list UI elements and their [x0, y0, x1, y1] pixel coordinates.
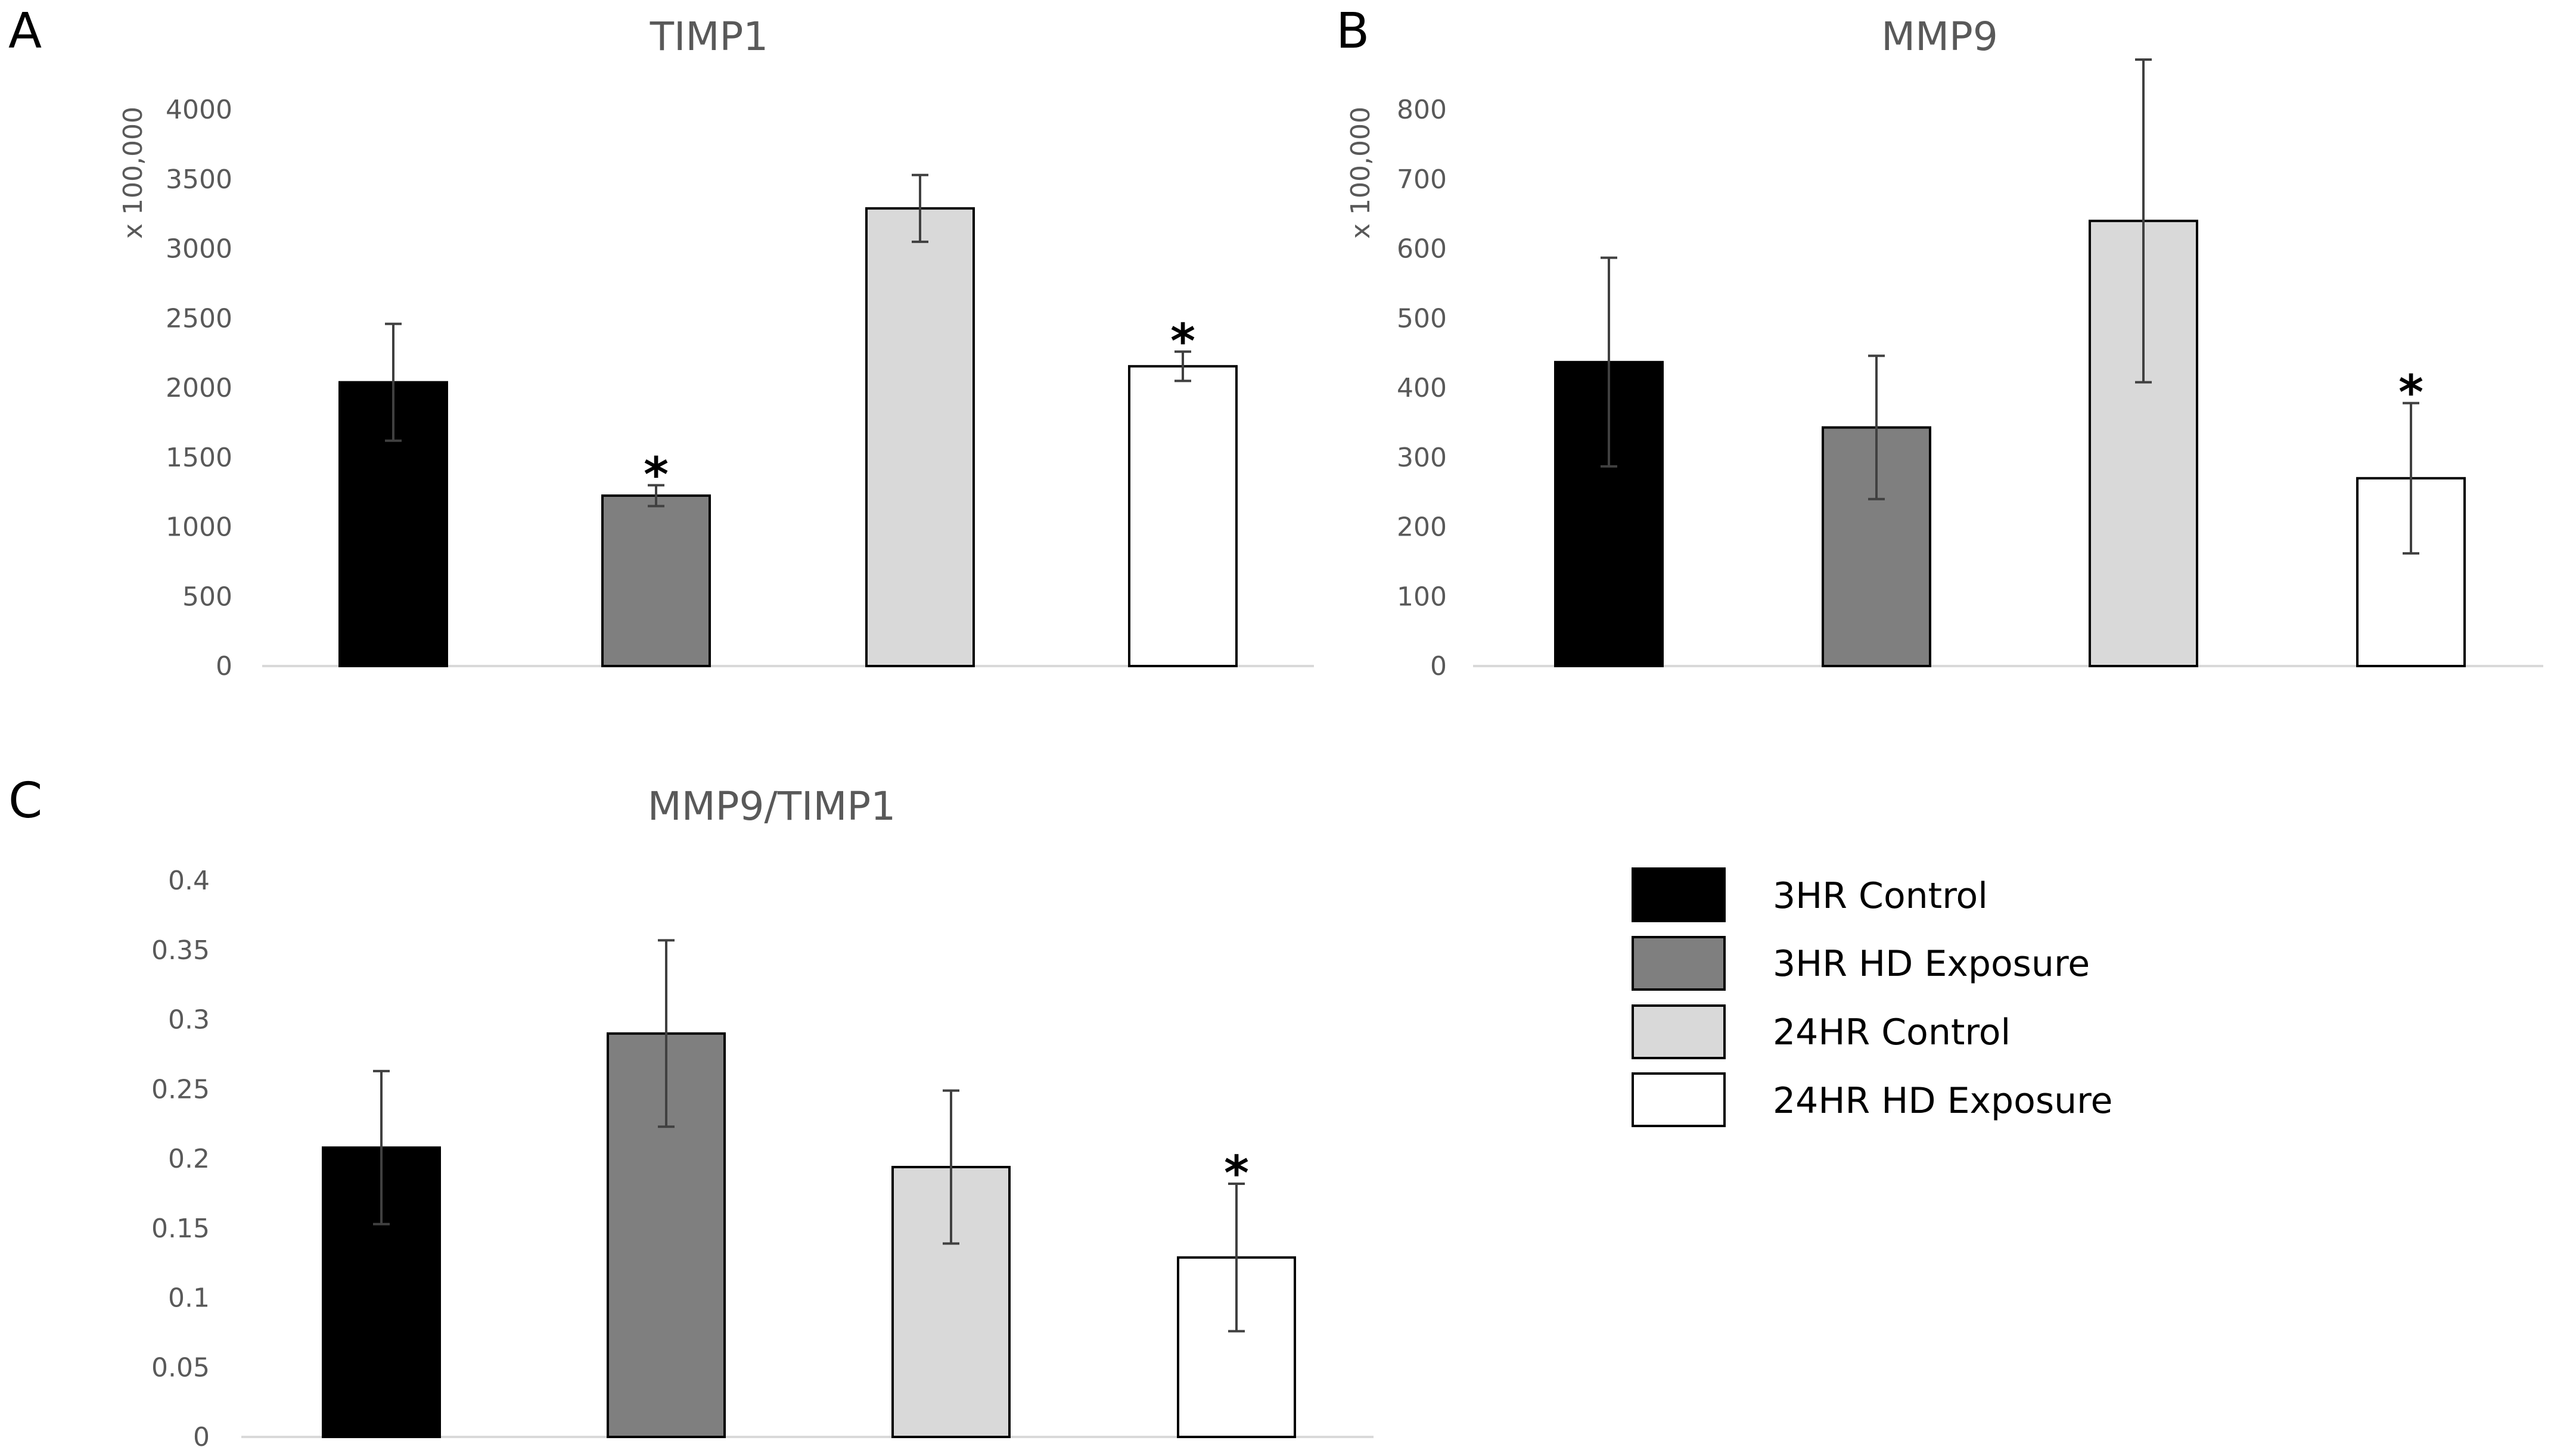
- y-tick-label: 0.3: [168, 1005, 210, 1035]
- error-bar-3hr-hd-exposure: [648, 484, 664, 508]
- y-tick-label: 0.1: [168, 1283, 210, 1314]
- panel-c-ratio: C MMP9/TIMP1 0 0.05 0.1 0.15 0.2 0.25 0.3 0.35 0…: [8, 773, 1374, 1452]
- y-tick-label: 0.2: [168, 1144, 210, 1174]
- bar-24hr-control: [865, 207, 975, 668]
- y-tick-label: 500: [182, 581, 232, 612]
- legend-swatch-24hr-hd-exposure: [1632, 1072, 1726, 1127]
- legend-label-24hr-hd-exposure: 24HR HD Exposure: [1773, 1080, 2112, 1122]
- error-bar-3hr-control: [1601, 256, 1617, 468]
- y-tick-label: 0: [1430, 651, 1447, 682]
- error-bar-24hr-control: [2135, 58, 2152, 384]
- legend-label-3hr-hd-exposure: 3HR HD Exposure: [1773, 943, 2090, 985]
- y-tick-label: 1000: [166, 512, 232, 543]
- legend-swatch-3hr-control: [1632, 867, 1726, 922]
- legend-label-3hr-control: 3HR Control: [1773, 875, 1988, 917]
- error-bar-24hr-control: [912, 173, 928, 243]
- error-bar-3hr-hd-exposure: [1868, 354, 1885, 500]
- y-tick-label: 800: [1397, 95, 1447, 125]
- y-tick-label: 300: [1397, 443, 1447, 473]
- panel-letter-b: B: [1336, 3, 1369, 60]
- error-bar-3hr-control: [385, 322, 402, 442]
- error-bar-24hr-hd-exposure: [1174, 350, 1191, 382]
- y-tick-label: 0: [193, 1422, 210, 1452]
- y-tick-label: 3500: [166, 164, 232, 195]
- y-tick-label: 0.15: [151, 1214, 210, 1244]
- chart-title-mmp9: MMP9: [1881, 14, 1998, 60]
- legend-swatch-3hr-hd-exposure: [1632, 936, 1726, 991]
- y-tick-label: 2000: [166, 373, 232, 403]
- error-bar-24hr-control: [943, 1089, 959, 1245]
- significance-marker: *: [1170, 313, 1195, 369]
- y-tick-label: 200: [1397, 512, 1447, 543]
- y-tick-label: 500: [1397, 303, 1447, 334]
- y-tick-label: 0.4: [168, 866, 210, 896]
- panel-a-timp1: A TIMP1 0 500 1000 1500 2000 2500 3000 3500 4000…: [8, 3, 1314, 682]
- y-tick-label: 400: [1397, 373, 1447, 403]
- legend-swatch-24hr-control: [1632, 1004, 1726, 1059]
- y-tick-label: 2500: [166, 303, 232, 334]
- bar-3hr-hd-exposure: [601, 494, 711, 668]
- legend-label-24hr-control: 24HR Control: [1773, 1012, 2011, 1053]
- bar-24hr-control: [2089, 219, 2198, 667]
- y-tick-label: 0.05: [151, 1352, 210, 1383]
- y-tick-label: 600: [1397, 234, 1447, 265]
- significance-marker: *: [644, 447, 669, 502]
- error-bar-3hr-hd-exposure: [658, 939, 675, 1128]
- y-tick-label: 1500: [166, 443, 232, 473]
- significance-marker: *: [2398, 365, 2423, 421]
- error-bar-24hr-hd-exposure: [1228, 1183, 1245, 1333]
- panel-letter-a: A: [8, 3, 42, 60]
- y-tick-label: 0.35: [151, 935, 210, 966]
- y-tick-label: 0.25: [151, 1074, 210, 1105]
- chart-title-ratio: MMP9/TIMP1: [648, 783, 896, 829]
- y-tick-label: 100: [1397, 581, 1447, 612]
- legend: 3HR Control 3HR HD Exposure 24HR Control…: [1632, 867, 2112, 1127]
- panel-b-mmp9: B MMP9 0 100 200 300 400 500 600 700 800 x 100,00…: [1336, 3, 2543, 682]
- y-axis-title: x 100,000: [118, 107, 148, 239]
- chart-title-timp1: TIMP1: [650, 14, 769, 60]
- panel-letter-c: C: [8, 773, 42, 829]
- y-tick-label: 4000: [166, 95, 232, 125]
- error-bar-24hr-hd-exposure: [2403, 402, 2419, 555]
- significance-marker: *: [1224, 1146, 1249, 1201]
- y-axis-title: x 100,000: [1346, 107, 1376, 239]
- bar-24hr-hd-exposure: [1128, 365, 1238, 667]
- y-tick-label: 700: [1397, 164, 1447, 195]
- y-tick-label: 3000: [166, 234, 232, 265]
- y-tick-label: 0: [216, 651, 232, 682]
- error-bar-3hr-control: [373, 1069, 390, 1225]
